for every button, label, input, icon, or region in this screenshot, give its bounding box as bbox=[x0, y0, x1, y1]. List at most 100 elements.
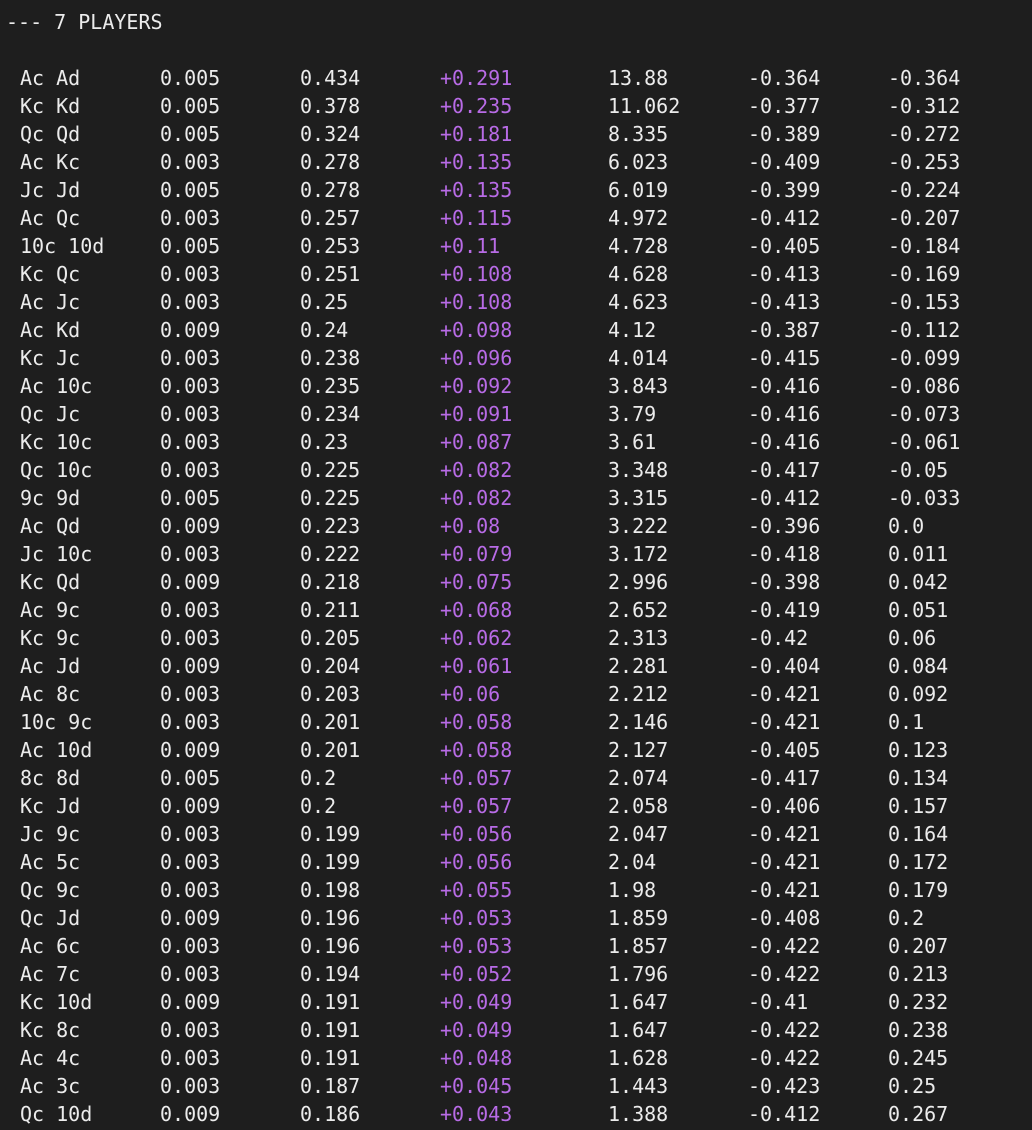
col-6-cell: 0.179 bbox=[888, 878, 949, 902]
hand-cell: Qc Jc bbox=[20, 402, 81, 426]
col-5-cell: -0.408 bbox=[748, 906, 821, 930]
col-6-cell: 0.172 bbox=[888, 850, 949, 874]
section-header: --- 7 PLAYERS bbox=[6, 10, 163, 34]
hand-cell: Ac 10d bbox=[20, 738, 93, 762]
col-1-cell: 0.003 bbox=[160, 290, 221, 314]
col-2-cell: 0.253 bbox=[300, 234, 361, 258]
col-2-cell: 0.194 bbox=[300, 962, 361, 986]
col-5-cell: -0.413 bbox=[748, 262, 821, 286]
col-1-cell: 0.009 bbox=[160, 906, 221, 930]
delta-cell: +0.098 bbox=[440, 318, 513, 342]
hand-cell: Ac 6c bbox=[20, 934, 81, 958]
col-5-cell: -0.421 bbox=[748, 850, 821, 874]
col-5-cell: -0.364 bbox=[748, 66, 821, 90]
col-6-cell: 0.134 bbox=[888, 766, 949, 790]
col-6-cell: -0.207 bbox=[888, 206, 961, 230]
col-2-cell: 0.225 bbox=[300, 486, 361, 510]
hand-cell: 8c 8d bbox=[20, 766, 81, 790]
col-6-cell: 0.213 bbox=[888, 962, 949, 986]
col-6-cell: 0.1 bbox=[888, 710, 925, 734]
hand-cell: Qc Jd bbox=[20, 906, 81, 930]
hand-cell: Kc 10c bbox=[20, 430, 93, 454]
delta-cell: +0.087 bbox=[440, 430, 513, 454]
col-1-cell: 0.003 bbox=[160, 262, 221, 286]
col-6-cell: 0.157 bbox=[888, 794, 949, 818]
col-4-cell: 1.857 bbox=[608, 934, 669, 958]
col-1-cell: 0.009 bbox=[160, 990, 221, 1014]
col-2-cell: 0.225 bbox=[300, 458, 361, 482]
table-row: Ac 7c 0.003 0.194 +0.052 1.796 -0.422 0.213 bbox=[0, 960, 1032, 988]
hand-cell: Kc Qc bbox=[20, 262, 81, 286]
table-row: Ac Qc 0.003 0.257 +0.115 4.972 -0.412 -0.207 bbox=[0, 204, 1032, 232]
col-5-cell: -0.405 bbox=[748, 234, 821, 258]
col-5-cell: -0.422 bbox=[748, 1018, 821, 1042]
col-2-cell: 0.205 bbox=[300, 626, 361, 650]
col-5-cell: -0.423 bbox=[748, 1074, 821, 1098]
col-5-cell: -0.42 bbox=[748, 626, 809, 650]
hand-cell: 10c 9c bbox=[20, 710, 93, 734]
col-2-cell: 0.378 bbox=[300, 94, 361, 118]
col-4-cell: 1.388 bbox=[608, 1102, 669, 1126]
delta-cell: +0.115 bbox=[440, 206, 513, 230]
table-row: Qc Jc 0.003 0.234 +0.091 3.79 -0.416 -0.073 bbox=[0, 400, 1032, 428]
col-5-cell: -0.416 bbox=[748, 402, 821, 426]
col-2-cell: 0.234 bbox=[300, 402, 361, 426]
delta-cell: +0.091 bbox=[440, 402, 513, 426]
col-6-cell: -0.184 bbox=[888, 234, 961, 258]
col-4-cell: 6.019 bbox=[608, 178, 669, 202]
col-5-cell: -0.421 bbox=[748, 710, 821, 734]
col-4-cell: 1.98 bbox=[608, 878, 657, 902]
table-row: Kc 10c 0.003 0.23 +0.087 3.61 -0.416 -0.061 bbox=[0, 428, 1032, 456]
col-1-cell: 0.003 bbox=[160, 346, 221, 370]
col-2-cell: 0.257 bbox=[300, 206, 361, 230]
hand-cell: Qc 9c bbox=[20, 878, 81, 902]
col-2-cell: 0.199 bbox=[300, 850, 361, 874]
col-6-cell: 0.267 bbox=[888, 1102, 949, 1126]
col-1-cell: 0.003 bbox=[160, 878, 221, 902]
col-6-cell: -0.169 bbox=[888, 262, 961, 286]
col-2-cell: 0.187 bbox=[300, 1074, 361, 1098]
table-row: Jc Jd 0.005 0.278 +0.135 6.019 -0.399 -0.224 bbox=[0, 176, 1032, 204]
col-4-cell: 11.062 bbox=[608, 94, 681, 118]
delta-cell: +0.056 bbox=[440, 822, 513, 846]
delta-cell: +0.056 bbox=[440, 850, 513, 874]
col-6-cell: -0.086 bbox=[888, 374, 961, 398]
hand-cell: Jc 9c bbox=[20, 822, 81, 846]
hand-cell: Ac 8c bbox=[20, 682, 81, 706]
table-row: Kc 10d 0.009 0.191 +0.049 1.647 -0.41 0.232 bbox=[0, 988, 1032, 1016]
col-4-cell: 2.146 bbox=[608, 710, 669, 734]
hand-cell: Ac 7c bbox=[20, 962, 81, 986]
col-1-cell: 0.009 bbox=[160, 794, 221, 818]
col-5-cell: -0.404 bbox=[748, 654, 821, 678]
col-1-cell: 0.005 bbox=[160, 94, 221, 118]
delta-cell: +0.108 bbox=[440, 262, 513, 286]
col-4-cell: 3.79 bbox=[608, 402, 657, 426]
col-1-cell: 0.005 bbox=[160, 66, 221, 90]
hand-cell: Ac Ad bbox=[20, 66, 81, 90]
col-2-cell: 0.25 bbox=[300, 290, 349, 314]
col-4-cell: 3.315 bbox=[608, 486, 669, 510]
col-5-cell: -0.419 bbox=[748, 598, 821, 622]
delta-cell: +0.061 bbox=[440, 654, 513, 678]
col-1-cell: 0.003 bbox=[160, 850, 221, 874]
col-5-cell: -0.416 bbox=[748, 374, 821, 398]
col-1-cell: 0.003 bbox=[160, 430, 221, 454]
table-row: Kc Qc 0.003 0.251 +0.108 4.628 -0.413 -0.169 bbox=[0, 260, 1032, 288]
col-5-cell: -0.422 bbox=[748, 934, 821, 958]
hand-cell: Ac Kd bbox=[20, 318, 81, 342]
table-row: Ac 8c 0.003 0.203 +0.06 2.212 -0.421 0.092 bbox=[0, 680, 1032, 708]
table-row: Ac Jd 0.009 0.204 +0.061 2.281 -0.404 0.084 bbox=[0, 652, 1032, 680]
col-4-cell: 2.047 bbox=[608, 822, 669, 846]
table-row: Kc Kd 0.005 0.378 +0.235 11.062 -0.377 -0.312 bbox=[0, 92, 1032, 120]
col-6-cell: -0.153 bbox=[888, 290, 961, 314]
table-row: Qc 9c 0.003 0.198 +0.055 1.98 -0.421 0.179 bbox=[0, 876, 1032, 904]
col-6-cell: -0.099 bbox=[888, 346, 961, 370]
delta-cell: +0.075 bbox=[440, 570, 513, 594]
col-4-cell: 2.996 bbox=[608, 570, 669, 594]
col-2-cell: 0.191 bbox=[300, 990, 361, 1014]
hand-cell: Ac Qc bbox=[20, 206, 81, 230]
col-5-cell: -0.399 bbox=[748, 178, 821, 202]
col-6-cell: 0.232 bbox=[888, 990, 949, 1014]
col-5-cell: -0.387 bbox=[748, 318, 821, 342]
table-row: Kc 8c 0.003 0.191 +0.049 1.647 -0.422 0.238 bbox=[0, 1016, 1032, 1044]
